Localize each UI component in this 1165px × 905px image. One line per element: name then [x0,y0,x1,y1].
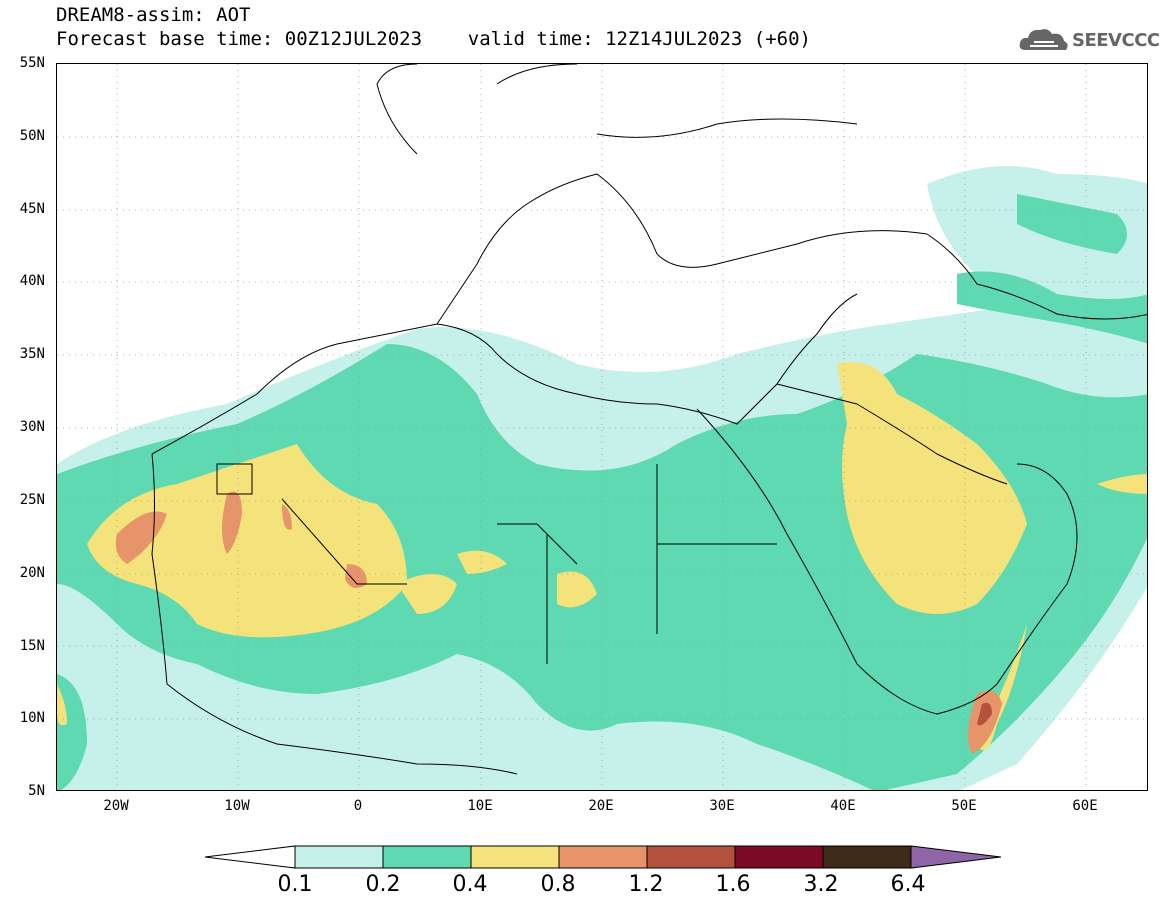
lon-label: 40E [830,798,856,814]
colorbar-label: 3.2 [803,872,839,897]
chart-title: DREAM8-assim: AOT [56,4,251,26]
map-graticule [57,64,1147,790]
lon-label: 0 [353,798,363,814]
colorbar-label: 0.2 [365,872,401,897]
aot-band-1.2-1.6 [977,702,992,726]
colorbar-cell [558,845,648,869]
lat-label: 35N [19,346,45,362]
colorbar-cell [646,845,736,869]
logo-text: SEEVCCC [1072,30,1160,51]
colorbar-cell [470,845,560,869]
lon-label: 20W [103,798,129,814]
colorbar-label: 0.8 [540,872,576,897]
coastlines [151,64,1147,775]
lat-label: 25N [19,492,45,508]
lat-label: 10N [19,710,45,726]
lon-label: 60E [1072,798,1098,814]
lon-label: 20E [588,798,614,814]
lat-label: 15N [19,638,45,654]
aot-map [57,64,1147,790]
colorbar-label: 6.4 [890,872,926,897]
lon-label: 30E [709,798,735,814]
chart-subtitle: Forecast base time: 00Z12JUL2023 valid t… [56,28,811,50]
colorbar [205,845,1001,869]
map-panel [56,63,1148,791]
colorbar-label: 0.1 [277,872,313,897]
colorbar-cell [205,845,296,869]
colorbar-cell [294,845,384,869]
colorbar-cell [822,845,912,869]
colorbar-cell [382,845,472,869]
lat-label: 20N [19,565,45,581]
lat-label: 40N [19,273,45,289]
seevccc-logo: SEEVCCC [1018,22,1160,58]
lat-label: 30N [19,419,45,435]
colorbar-label: 1.2 [628,872,664,897]
lat-label: 55N [19,55,45,71]
colorbar-label: 1.6 [715,872,751,897]
colorbar-label: 0.4 [452,872,488,897]
lat-label: 5N [28,783,45,799]
lon-label: 50E [951,798,977,814]
aot-band-0.4-0.8 [57,362,1147,751]
lat-label: 45N [19,201,45,217]
lon-label: 10E [467,798,493,814]
lat-label: 50N [19,128,45,144]
lon-label: 10W [224,798,250,814]
cloud-logo-icon [1019,29,1068,50]
colorbar-cell [734,845,824,869]
colorbar-cell [910,845,1001,869]
